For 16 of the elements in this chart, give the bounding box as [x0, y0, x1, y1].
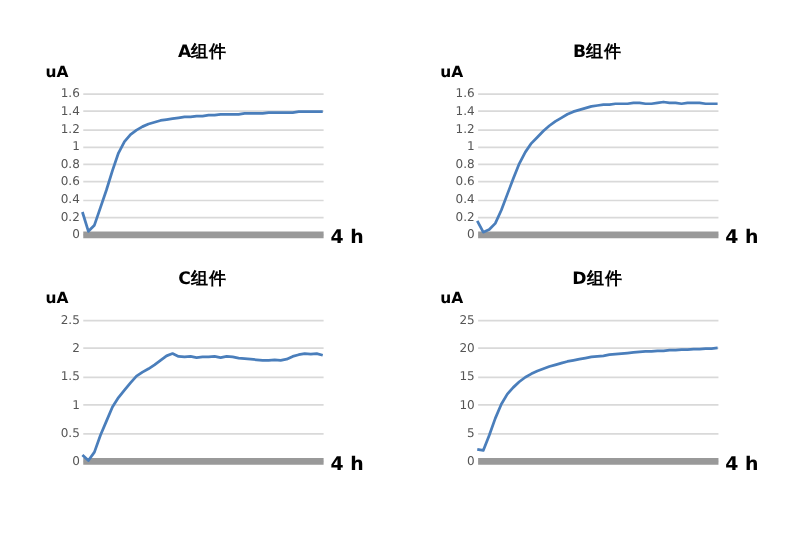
chart-title: C组件 [178, 267, 227, 290]
line-series [475, 100, 719, 234]
y-axis-title: uA [45, 62, 69, 81]
y-axis-title: uA [440, 289, 464, 308]
line-series [475, 346, 719, 452]
y-axis-title: uA [45, 289, 69, 308]
x-axis-title: 4 h [330, 454, 364, 477]
x-axis-title: 4 h [725, 227, 759, 250]
chart-title: D组件 [572, 267, 623, 290]
y-axis-title: uA [440, 62, 464, 81]
chart-title: A组件 [177, 41, 228, 64]
line-series [81, 352, 325, 462]
chart-title: B组件 [572, 41, 622, 64]
x-axis-title: 4 h [330, 227, 364, 250]
x-axis-title: 4 h [725, 454, 759, 477]
line-series [81, 110, 325, 233]
